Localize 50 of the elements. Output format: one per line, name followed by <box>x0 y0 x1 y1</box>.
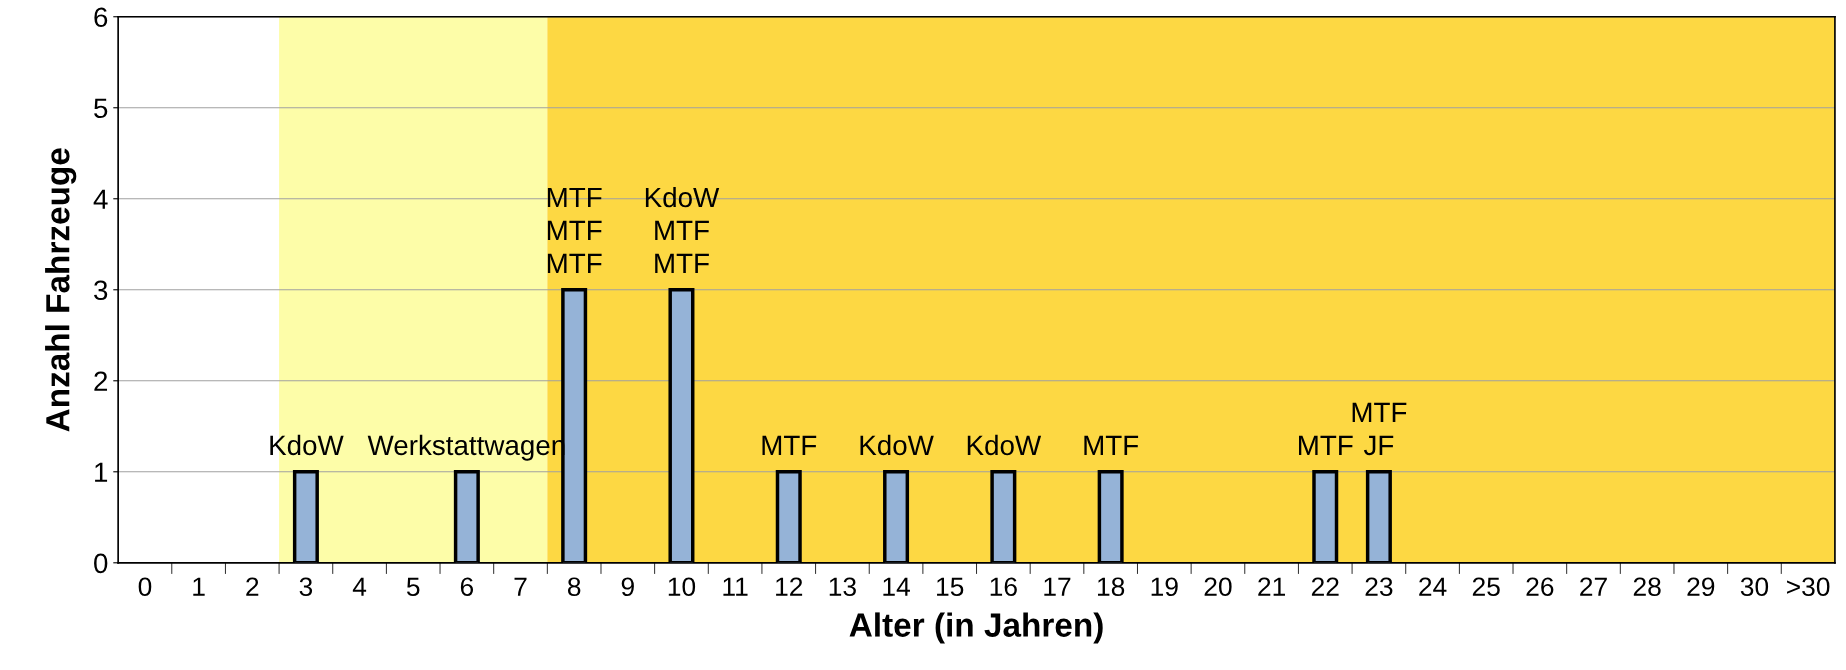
annotation: KdoW <box>270 434 344 456</box>
x-tick-label: 9 <box>621 577 634 597</box>
y-tick-label: 3 <box>94 280 108 301</box>
x-tick-label: 11 <box>723 577 748 596</box>
x-tick-label: 1 <box>193 577 205 596</box>
x-tick-label: 20 <box>1204 577 1232 597</box>
x-tick-label: 26 <box>1526 577 1554 597</box>
x-tick-label: 15 <box>937 577 964 597</box>
annotation: MTF JF <box>1352 402 1407 456</box>
x-tick-label: 12 <box>776 577 803 596</box>
annotation: MTF MTF MTF <box>547 187 602 273</box>
x-tick-label: 27 <box>1580 577 1607 596</box>
y-tick-label: 2 <box>94 371 108 391</box>
x-tick-label: 18 <box>1097 577 1125 597</box>
x-tick-label: 7 <box>514 577 527 596</box>
y-tick-label: 4 <box>93 189 108 209</box>
y-tick-label: 1 <box>95 462 108 482</box>
y-tick-label: 6 <box>94 7 108 28</box>
x-tick-label: 2 <box>246 577 259 596</box>
annotation: MTF <box>1299 435 1353 455</box>
x-tick-label: 8 <box>567 577 581 597</box>
x-tick-label: 30 <box>1740 577 1769 597</box>
annotation: MTF <box>1084 435 1139 455</box>
x-tick-label: 17 <box>1044 577 1071 596</box>
y-tick-label: 5 <box>94 98 108 119</box>
x-tick-label: 13 <box>829 577 856 597</box>
annotation: KdoW <box>967 434 1042 456</box>
annotation: KdoW <box>860 434 934 456</box>
x-tick-label: 6 <box>460 577 474 597</box>
x-tick-label: 19 <box>1151 577 1178 597</box>
x-tick-label: 0 <box>138 577 152 597</box>
annotation: MTF <box>762 435 817 455</box>
x-tick-label: 16 <box>990 577 1017 597</box>
x-tick-label: 5 <box>406 577 420 597</box>
annotation: KdoW MTF MTF <box>645 186 720 273</box>
x-tick-label: 29 <box>1687 577 1715 597</box>
y-axis-title: Anzahl Fahrzeuge <box>45 148 77 432</box>
x-tick-label: 4 <box>352 577 367 596</box>
x-axis-title: Alter (in Jahren) <box>849 612 1103 644</box>
x-tick-label: 23 <box>1365 577 1393 597</box>
x-tick-label: 10 <box>668 577 696 597</box>
x-tick-label: 28 <box>1633 577 1661 597</box>
x-tick-label: >30 <box>1787 577 1830 597</box>
x-tick-label: 25 <box>1472 577 1500 597</box>
y-tick-label: 0 <box>94 553 108 574</box>
x-tick-label: 14 <box>883 577 910 596</box>
x-tick-label: 24 <box>1419 577 1447 596</box>
x-tick-label: 21 <box>1258 577 1285 596</box>
x-tick-label: 22 <box>1311 577 1339 596</box>
x-tick-label: 3 <box>299 577 313 597</box>
